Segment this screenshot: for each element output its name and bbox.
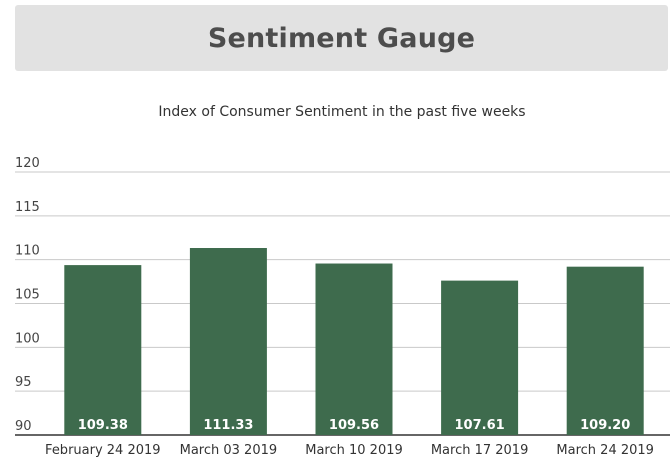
bar [64, 265, 142, 435]
bar-value-label: 107.61 [455, 418, 505, 433]
bar [566, 266, 644, 435]
bar [441, 280, 519, 435]
bar-value-label: 111.33 [203, 418, 253, 433]
bars [64, 248, 644, 435]
x-category-label: March 17 2019 [431, 443, 529, 458]
bar [189, 248, 267, 435]
data-labels: 109.38 111.33 109.56 107.61 109.20 [78, 418, 631, 433]
y-tick-label: 105 [15, 288, 40, 303]
chart-subtitle: Index of Consumer Sentiment in the past … [158, 104, 526, 120]
y-tick-label: 90 [15, 419, 32, 434]
y-tick-label: 95 [15, 375, 32, 390]
page-title: Sentiment Gauge [207, 22, 476, 54]
y-tick-label: 115 [15, 200, 40, 215]
y-tick-label: 110 [15, 244, 40, 259]
x-category-label: March 10 2019 [305, 443, 403, 458]
x-category-label: February 24 2019 [45, 443, 161, 458]
header-banner: Sentiment Gauge [15, 5, 668, 71]
x-axis-categories: February 24 2019 March 03 2019 March 10 20… [45, 443, 654, 458]
y-tick-label: 100 [15, 331, 40, 346]
bar [315, 263, 393, 435]
x-category-label: March 24 2019 [556, 443, 654, 458]
bar-value-label: 109.20 [580, 418, 630, 433]
y-axis-ticks: 90 95 100 105 110 115 120 [15, 156, 40, 434]
y-tick-label: 120 [15, 156, 40, 171]
bar-value-label: 109.56 [329, 418, 379, 433]
x-category-label: March 03 2019 [180, 443, 278, 458]
bar-value-label: 109.38 [78, 418, 128, 433]
